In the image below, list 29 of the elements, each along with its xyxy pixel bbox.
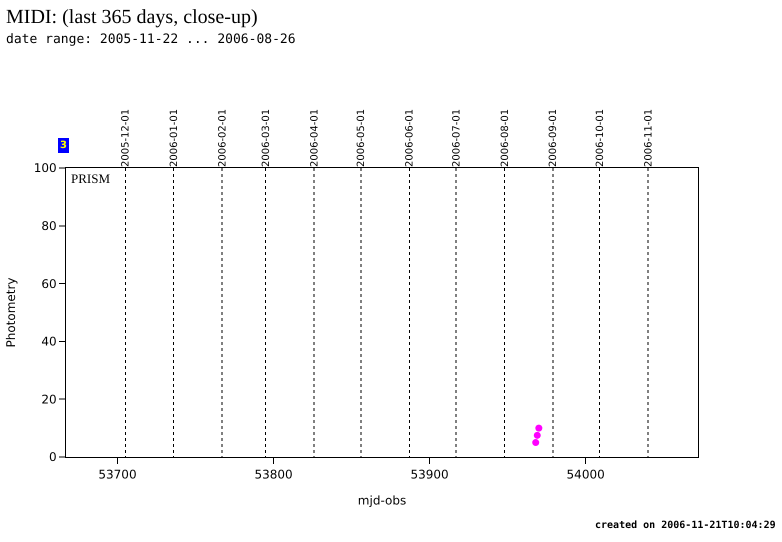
x-tick-label: 53700: [98, 467, 137, 482]
x2-tick-label: 2006-02-01: [217, 108, 228, 167]
chart-subtitle: date range: 2005-11-22 ... 2006-08-26: [6, 32, 296, 47]
x2-tick-label: 2006-08-01: [500, 108, 511, 167]
x2-tick-label: 2006-07-01: [451, 108, 462, 167]
x2-tick-label: 2006-04-01: [309, 108, 320, 167]
text: created on 2006-11-21T10:04:29: [595, 520, 776, 531]
x-axis-title: mjd-obs: [358, 493, 406, 508]
x2-tick-label: 2006-10-01: [594, 108, 606, 167]
x2-tick-label: 2006-01-01: [168, 108, 180, 167]
y-tick-label: 40: [41, 334, 57, 349]
x2-tick-label: 2006-09-01: [548, 108, 560, 167]
x2-tick-label: 2006-11-01: [643, 108, 654, 167]
x2-tick-label: 2006-05-01: [356, 108, 368, 167]
y-axis-title: Photometry: [4, 277, 18, 348]
x-tick-label: 53800: [254, 467, 293, 482]
y-tick-label: 60: [41, 276, 57, 291]
x2-tick-label: 2005-12-01: [120, 108, 132, 167]
y-tick-label: 0: [48, 450, 57, 464]
chart-title: MIDI: (last 365 days, close-up): [6, 6, 258, 28]
text: 3: [60, 140, 67, 151]
x-tick-label: 53900: [410, 467, 449, 482]
x2-tick-label: 2006-06-01: [404, 108, 416, 167]
y-tick-label: 100: [34, 161, 57, 176]
annotation: PRISM: [71, 171, 110, 186]
y-tick-label: 20: [41, 392, 57, 406]
x-tick-label: 54000: [566, 467, 605, 482]
y-tick-label: 80: [41, 219, 57, 233]
x2-tick-label: 2006-03-01: [260, 108, 272, 167]
